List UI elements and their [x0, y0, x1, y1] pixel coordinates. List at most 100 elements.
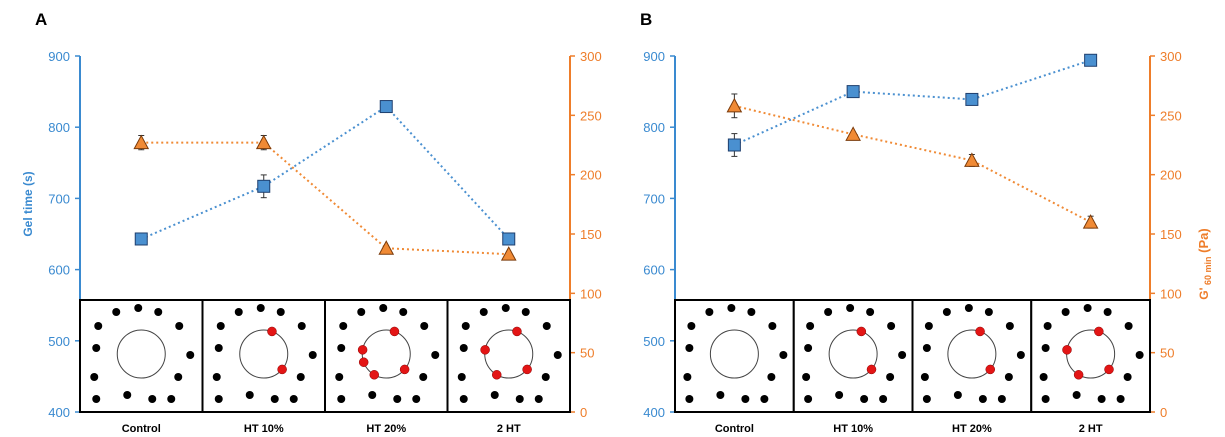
schematic-black-dot — [846, 304, 855, 312]
schematic-red-dot — [357, 345, 368, 355]
schematic-black-dot — [768, 322, 777, 330]
schematic-black-dot — [1016, 351, 1025, 359]
category-label: Control — [122, 423, 161, 435]
schematic-black-dot — [835, 391, 844, 399]
schematic-black-dot — [357, 308, 366, 316]
category-label: 2 HT — [497, 423, 521, 435]
schematic-black-dot — [922, 395, 931, 403]
schematic-circle — [709, 329, 759, 379]
schematic-black-dot — [1097, 395, 1106, 403]
left-axis-label: Gel time (s) — [21, 171, 35, 236]
schematic-black-dot — [806, 322, 815, 330]
left-tick-label: 900 — [48, 49, 70, 64]
schematic-red-dot — [1062, 345, 1072, 355]
schematic-black-dot — [296, 373, 305, 381]
category-label: Control — [715, 423, 754, 435]
right-axis-label: G' 60 min (Pa) — [1196, 228, 1213, 299]
schematic-black-dot — [216, 322, 225, 330]
schematic-black-dot — [683, 373, 692, 381]
schematic-black-dot — [716, 391, 725, 399]
schematic-black-dot — [804, 344, 813, 352]
schematic-black-dot — [1135, 351, 1144, 359]
schematic-black-dot — [978, 395, 987, 403]
schematic-black-dot — [541, 373, 550, 381]
category-label: HT 20% — [366, 423, 406, 435]
gel-time-point — [379, 100, 393, 114]
schematic-box — [324, 299, 449, 413]
schematic-box — [674, 299, 795, 413]
panel-letter-a: A — [35, 10, 47, 29]
left-tick-label: 600 — [48, 263, 70, 278]
schematic-black-dot — [479, 308, 488, 316]
schematic-red-dot — [1073, 370, 1084, 380]
left-tick-label: 400 — [643, 405, 665, 420]
schematic-black-dot — [92, 395, 101, 403]
modulus-point — [500, 246, 517, 261]
schematic-black-dot — [534, 395, 543, 403]
schematic-red-dot — [856, 326, 867, 337]
right-tick-label: 50 — [1160, 346, 1174, 361]
right-tick-label: 0 — [1160, 405, 1167, 420]
schematic-black-dot — [860, 395, 869, 403]
right-axis-label-main: G' — [1197, 287, 1211, 299]
schematic-black-dot — [501, 304, 510, 312]
right-axis-label-unit: (Pa) — [1196, 228, 1211, 256]
gel-time-series-line — [140, 105, 510, 240]
left-tick-label: 800 — [643, 120, 665, 135]
schematic-black-dot — [174, 373, 183, 381]
category-label: HT 10% — [244, 423, 284, 435]
modulus-point — [378, 240, 395, 255]
modulus-point — [726, 97, 743, 113]
schematic-black-dot — [175, 322, 184, 330]
modulus-series-line — [141, 141, 509, 256]
schematic-black-dot — [186, 351, 195, 359]
gel-time-series-line — [733, 59, 1091, 146]
schematic-box — [79, 299, 204, 413]
schematic-black-dot — [399, 308, 408, 316]
schematic-black-dot — [419, 373, 428, 381]
category-label: 2 HT — [1079, 423, 1103, 435]
schematic-black-dot — [760, 395, 769, 403]
panel-letter-b: B — [640, 10, 652, 29]
schematic-black-dot — [802, 373, 811, 381]
schematic-black-dot — [542, 322, 551, 330]
right-tick-label: 200 — [1160, 168, 1182, 183]
left-tick-label: 500 — [48, 334, 70, 349]
right-tick-label: 100 — [580, 286, 602, 301]
schematic-black-dot — [214, 344, 223, 352]
schematic-black-dot — [887, 322, 896, 330]
schematic-black-dot — [997, 395, 1006, 403]
schematic-black-dot — [459, 344, 468, 352]
schematic-black-dot — [741, 395, 750, 403]
schematic-black-dot — [984, 308, 993, 316]
schematic-black-dot — [92, 344, 101, 352]
schematic-black-dot — [90, 373, 99, 381]
modulus-point — [1082, 214, 1099, 229]
right-tick-label: 250 — [580, 108, 602, 123]
schematic-black-dot — [123, 391, 132, 399]
schematic-black-dot — [459, 395, 468, 403]
chart-panel-b: 400 500 600 700 800 900 0 50 100 150 200 250 300 G' 6… — [643, 49, 1213, 435]
schematic-black-dot — [457, 373, 466, 381]
schematic-red-dot — [277, 364, 287, 375]
schematic-black-dot — [297, 322, 306, 330]
schematic-black-dot — [1004, 373, 1013, 381]
schematic-black-dot — [339, 322, 348, 330]
schematic-black-dot — [154, 308, 163, 316]
schematic-black-dot — [685, 395, 694, 403]
right-tick-label: 100 — [1160, 286, 1182, 301]
schematic-black-dot — [393, 395, 402, 403]
gel-time-point — [1084, 53, 1098, 67]
category-label: HT 20% — [952, 423, 992, 435]
schematic-box — [792, 299, 914, 413]
schematic-black-dot — [687, 322, 696, 330]
schematic-circle — [828, 329, 878, 379]
modulus-point — [255, 134, 272, 150]
schematic-black-dot — [1072, 391, 1081, 399]
schematic-black-dot — [1041, 344, 1050, 352]
chart-panel-a: 400 500 600 700 800 900 0 50 100 150 200 250 300 Gel … — [21, 49, 602, 435]
schematic-black-dot — [1116, 395, 1125, 403]
schematic-red-dot — [389, 326, 400, 337]
right-tick-label: 0 — [580, 405, 587, 420]
